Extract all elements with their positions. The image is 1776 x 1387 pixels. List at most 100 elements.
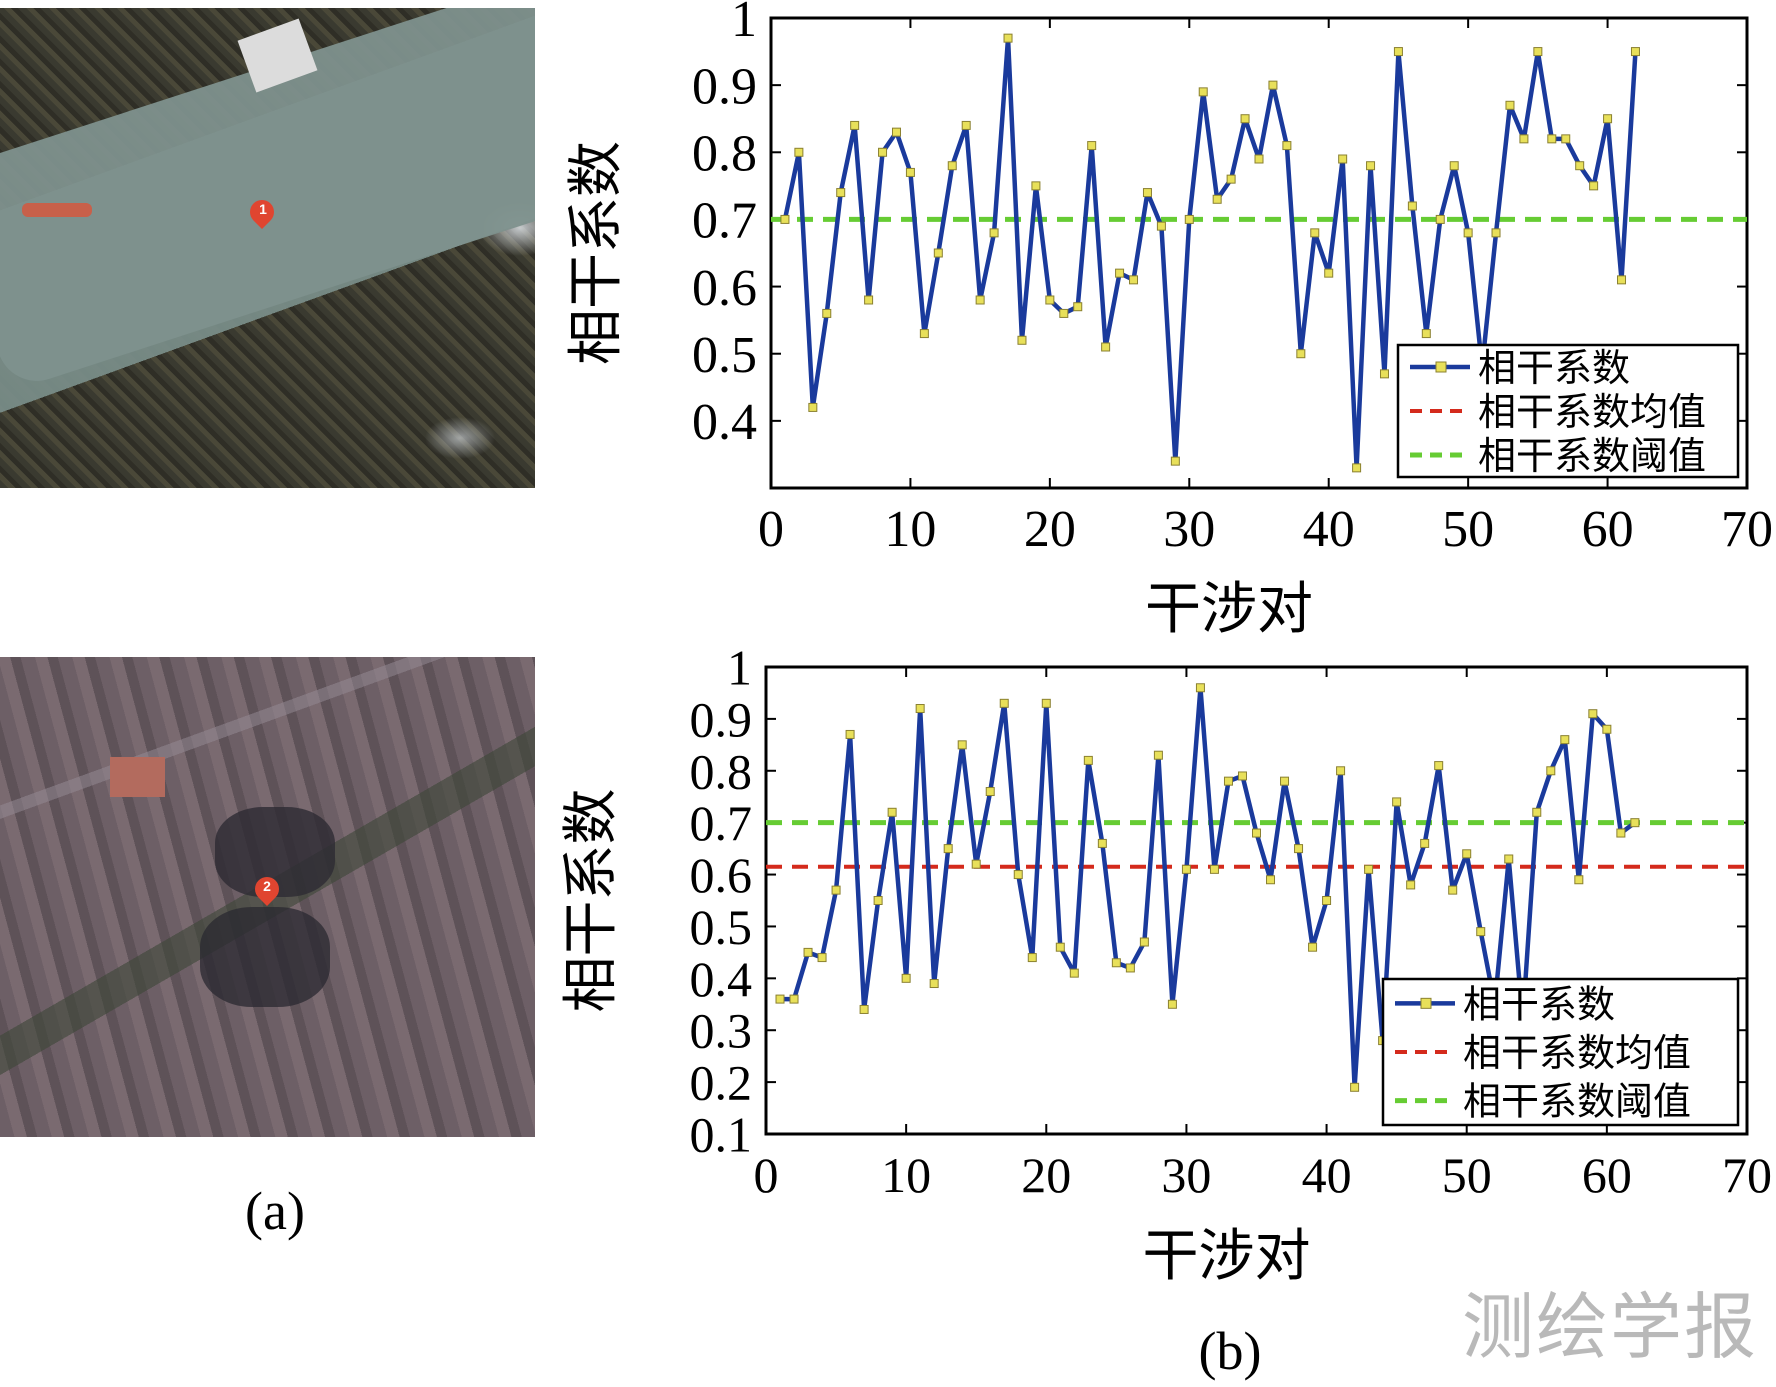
data-point <box>1519 134 1529 144</box>
data-point <box>1533 47 1543 57</box>
data-point <box>1097 838 1107 848</box>
data-point <box>1491 228 1501 238</box>
y-tick-label: 0.9 <box>690 691 753 747</box>
caption-b: (b) <box>1198 1321 1262 1381</box>
data-point <box>1013 870 1023 880</box>
data-point <box>1059 308 1069 318</box>
data-point <box>775 994 785 1004</box>
map-pin-label: 1 <box>259 201 267 217</box>
x-tick-label: 60 <box>1582 1147 1632 1203</box>
y-tick-label: 0.8 <box>692 125 757 182</box>
data-point <box>901 973 911 983</box>
x-tick-label: 0 <box>758 501 784 558</box>
data-point <box>780 214 790 224</box>
data-point <box>1125 963 1135 973</box>
caption-a: (a) <box>245 1181 305 1241</box>
x-tick-label: 60 <box>1582 501 1634 558</box>
data-point <box>1448 885 1458 895</box>
watermark: 测绘学报 <box>1461 1285 1758 1369</box>
data-point <box>1003 33 1013 43</box>
data-point <box>1560 735 1570 745</box>
data-point <box>789 994 799 1004</box>
x-tick-label: 30 <box>1161 1147 1211 1203</box>
data-point <box>891 127 901 137</box>
data-point <box>1153 750 1163 760</box>
y-tick-label: 1 <box>727 640 752 696</box>
buildings <box>110 757 165 797</box>
data-point <box>1407 201 1417 211</box>
data-point <box>873 896 883 905</box>
x-tick-label: 10 <box>884 501 936 558</box>
data-point <box>961 120 971 130</box>
legend-label: 相干系数均值 <box>1463 1033 1691 1075</box>
data-point <box>1575 161 1585 171</box>
data-point <box>905 167 915 177</box>
data-point <box>1237 771 1247 781</box>
data-point <box>1167 999 1177 1009</box>
data-point <box>1504 854 1514 864</box>
data-point <box>1209 864 1219 874</box>
data-point <box>1181 864 1191 874</box>
data-point <box>1616 828 1626 838</box>
data-point <box>803 947 813 957</box>
data-point <box>1254 154 1264 164</box>
data-point <box>1280 776 1290 786</box>
data-point <box>1266 875 1276 885</box>
data-point <box>1294 844 1304 854</box>
legend-label: 相干系数阈值 <box>1478 436 1706 478</box>
data-point <box>1352 463 1362 473</box>
data-point <box>831 885 841 895</box>
data-point <box>817 953 827 963</box>
tree-cluster <box>200 907 330 1007</box>
data-point <box>1324 268 1334 278</box>
data-point <box>1252 828 1261 838</box>
data-point <box>1561 134 1571 144</box>
data-point <box>794 147 804 157</box>
data-point <box>1449 161 1459 171</box>
data-point <box>1045 295 1055 305</box>
data-point <box>1195 683 1205 693</box>
y-tick-label: 0.2 <box>690 1055 753 1111</box>
data-point <box>1630 47 1640 57</box>
data-point <box>1336 766 1346 776</box>
data-point <box>999 698 1009 708</box>
x-tick-label: 20 <box>1021 1147 1071 1203</box>
data-point <box>1129 275 1139 285</box>
satellite-image-farmland: 2 <box>0 657 535 1137</box>
data-point <box>808 402 818 412</box>
data-point <box>1212 194 1222 204</box>
x-tick-label: 0 <box>754 1147 779 1203</box>
data-point <box>933 248 943 258</box>
series-line <box>782 35 1638 471</box>
data-point <box>1338 154 1348 164</box>
data-point <box>971 859 981 869</box>
y-tick-label: 0.8 <box>690 743 753 799</box>
plot-frame <box>764 665 1749 1136</box>
data-point <box>1364 864 1374 874</box>
x-tick-label: 40 <box>1303 501 1355 558</box>
data-point <box>1073 302 1083 312</box>
data-point <box>850 120 860 130</box>
data-point <box>1421 329 1431 339</box>
y-axis-label: 相干系数 <box>566 141 628 365</box>
data-point <box>1574 875 1584 885</box>
x-tick-label: 50 <box>1442 1147 1492 1203</box>
y-tick-label: 0.4 <box>690 951 753 1007</box>
satellite-image-river: 1 <box>0 8 535 488</box>
data-point <box>989 228 999 238</box>
legend-label: 相干系数均值 <box>1478 392 1706 434</box>
data-point <box>975 295 985 305</box>
data-point <box>1031 181 1041 191</box>
data-point <box>1602 724 1612 734</box>
data-point <box>1322 896 1332 905</box>
y-tick-label: 0.5 <box>690 899 753 955</box>
y-tick-label: 0.6 <box>692 260 757 317</box>
legend-label: 相干系数 <box>1478 348 1630 390</box>
data-point <box>1027 953 1037 963</box>
data-point <box>1532 807 1542 817</box>
data-point <box>845 729 855 739</box>
data-point <box>1083 755 1093 765</box>
data-point <box>929 979 939 989</box>
data-point <box>1156 221 1166 231</box>
data-point <box>1142 188 1152 198</box>
